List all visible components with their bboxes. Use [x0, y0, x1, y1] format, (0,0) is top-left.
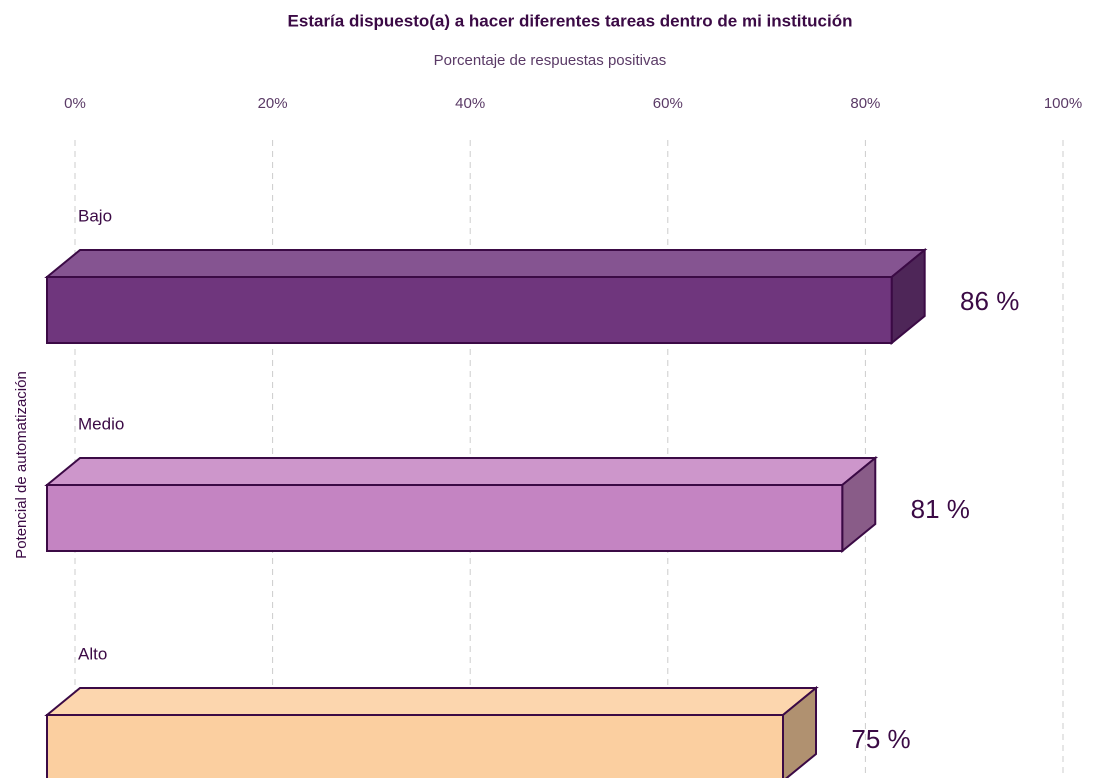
x-tick-label: 80%	[850, 95, 880, 112]
bar	[46, 484, 844, 552]
value-label: 75 %	[851, 724, 910, 754]
category-label: Bajo	[78, 206, 112, 225]
chart-title: Estaría dispuesto(a) a hacer diferentes …	[288, 11, 853, 30]
bar	[46, 276, 893, 344]
bar-top	[44, 249, 928, 278]
category-label: Medio	[78, 414, 124, 433]
x-tick-label: 100%	[1044, 95, 1082, 112]
chart-subtitle: Porcentaje de respuestas positivas	[434, 52, 667, 69]
x-tick-label: 0%	[64, 95, 86, 112]
x-tick-label: 40%	[455, 95, 485, 112]
category-label: Alto	[78, 644, 107, 663]
x-tick-label: 60%	[653, 95, 683, 112]
bar-top	[44, 457, 879, 486]
bar	[46, 714, 784, 778]
y-axis-label: Potencial de automatización	[13, 371, 30, 559]
value-label: 81 %	[911, 494, 970, 524]
x-tick-label: 20%	[258, 95, 288, 112]
bar-top	[44, 687, 819, 716]
value-label: 86 %	[960, 286, 1019, 316]
